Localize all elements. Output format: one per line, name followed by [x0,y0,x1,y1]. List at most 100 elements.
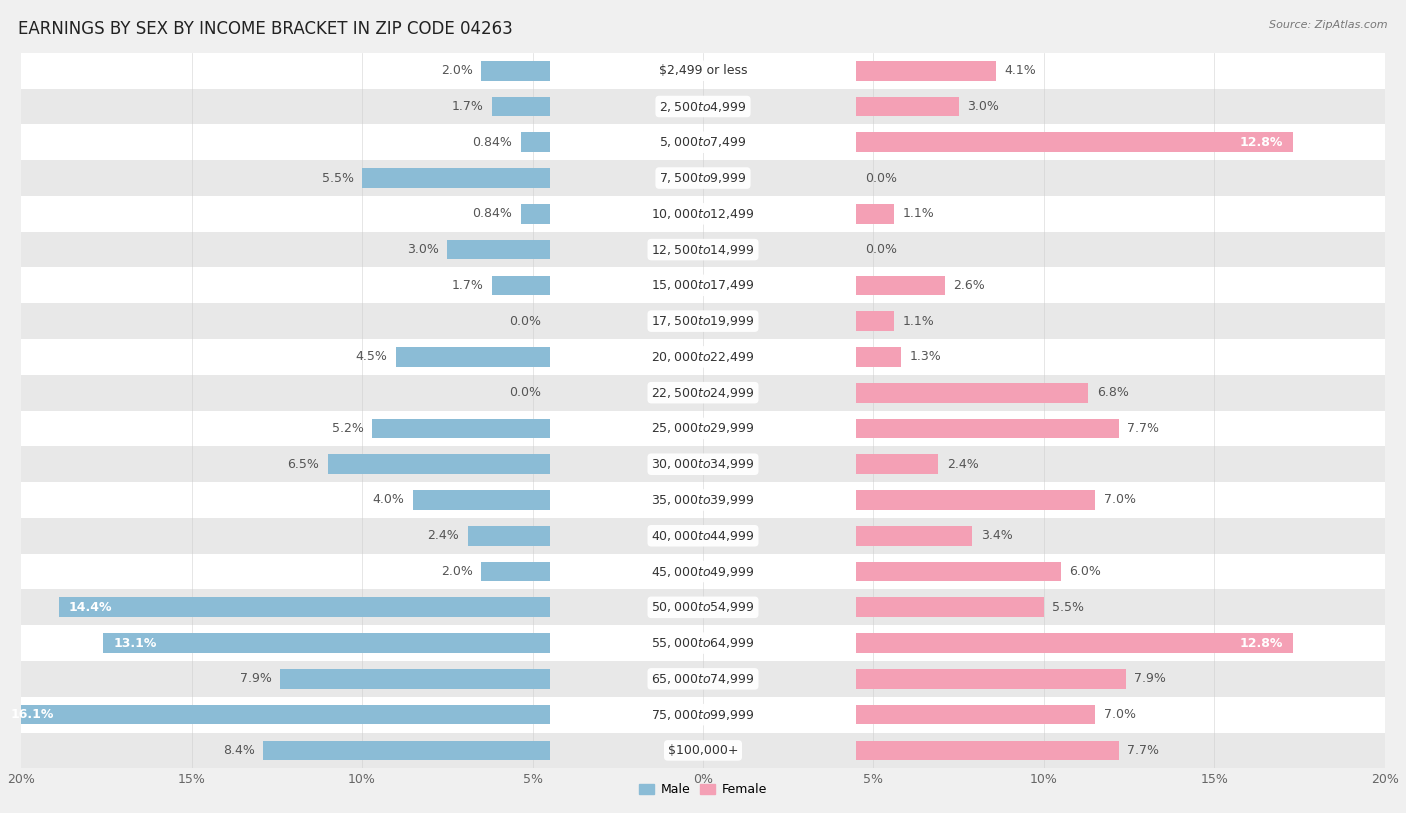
Text: 2.0%: 2.0% [441,64,472,77]
Text: 4.1%: 4.1% [1005,64,1036,77]
Text: 0.0%: 0.0% [865,172,897,185]
Text: 0.84%: 0.84% [472,136,512,149]
Bar [856,347,901,367]
Bar [21,697,1385,733]
Bar [21,518,1385,554]
Text: $75,000 to $99,999: $75,000 to $99,999 [651,707,755,722]
Text: 4.0%: 4.0% [373,493,405,506]
Bar [856,97,959,116]
Bar [59,598,550,617]
Text: 7.0%: 7.0% [1104,493,1136,506]
Text: 7.9%: 7.9% [240,672,271,685]
Bar [21,446,1385,482]
Bar [21,160,1385,196]
Bar [21,267,1385,303]
Bar [21,89,1385,124]
Text: 12.8%: 12.8% [1239,136,1282,149]
Bar [373,419,550,438]
Text: 12.8%: 12.8% [1239,637,1282,650]
Text: $65,000 to $74,999: $65,000 to $74,999 [651,672,755,686]
Bar [856,133,1294,152]
Bar [856,454,938,474]
Text: 6.5%: 6.5% [288,458,319,471]
Text: 4.5%: 4.5% [356,350,388,363]
Bar [856,741,1119,760]
Text: 2.4%: 2.4% [427,529,460,542]
Text: 13.1%: 13.1% [112,637,156,650]
Bar [856,311,894,331]
Bar [328,454,550,474]
Bar [21,232,1385,267]
Text: 7.0%: 7.0% [1104,708,1136,721]
Bar [522,133,550,152]
Text: $7,500 to $9,999: $7,500 to $9,999 [659,171,747,185]
Text: $2,500 to $4,999: $2,500 to $4,999 [659,99,747,114]
Text: 2.4%: 2.4% [946,458,979,471]
Bar [21,303,1385,339]
Text: $20,000 to $22,499: $20,000 to $22,499 [651,350,755,364]
Text: $55,000 to $64,999: $55,000 to $64,999 [651,636,755,650]
Bar [21,482,1385,518]
Bar [363,168,550,188]
Text: $100,000+: $100,000+ [668,744,738,757]
Bar [856,562,1062,581]
Text: $17,500 to $19,999: $17,500 to $19,999 [651,314,755,328]
Text: Source: ZipAtlas.com: Source: ZipAtlas.com [1270,20,1388,30]
Bar [468,526,550,546]
Bar [856,204,894,224]
Bar [413,490,550,510]
Bar [103,633,550,653]
Bar [856,526,973,546]
Bar [396,347,550,367]
Bar [492,276,550,295]
Text: $35,000 to $39,999: $35,000 to $39,999 [651,493,755,507]
Text: 0.0%: 0.0% [865,243,897,256]
Bar [21,53,1385,89]
Text: $40,000 to $44,999: $40,000 to $44,999 [651,528,755,543]
Text: $5,000 to $7,499: $5,000 to $7,499 [659,135,747,150]
Bar [447,240,550,259]
Bar [21,339,1385,375]
Text: 3.4%: 3.4% [981,529,1012,542]
Bar [21,589,1385,625]
Bar [21,196,1385,232]
Text: 1.1%: 1.1% [903,207,934,220]
Text: 14.4%: 14.4% [69,601,112,614]
Bar [481,562,550,581]
Bar [21,733,1385,768]
Text: 3.0%: 3.0% [967,100,1000,113]
Bar [856,383,1088,402]
Text: 0.0%: 0.0% [509,386,541,399]
Text: 1.7%: 1.7% [451,100,484,113]
Text: 0.84%: 0.84% [472,207,512,220]
Text: $22,500 to $24,999: $22,500 to $24,999 [651,385,755,400]
Bar [0,705,550,724]
Bar [481,61,550,80]
Text: 0.0%: 0.0% [509,315,541,328]
Bar [856,633,1294,653]
Bar [21,411,1385,446]
Bar [21,375,1385,411]
Bar [280,669,550,689]
Text: 7.9%: 7.9% [1135,672,1166,685]
Text: 5.2%: 5.2% [332,422,364,435]
Text: $45,000 to $49,999: $45,000 to $49,999 [651,564,755,579]
Text: 5.5%: 5.5% [1053,601,1084,614]
Bar [856,598,1045,617]
Bar [856,419,1119,438]
Text: 7.7%: 7.7% [1128,422,1160,435]
Text: $15,000 to $17,499: $15,000 to $17,499 [651,278,755,293]
Bar [21,554,1385,589]
Text: 1.3%: 1.3% [910,350,941,363]
Bar [263,741,550,760]
Bar [21,625,1385,661]
Bar [522,204,550,224]
Text: $2,499 or less: $2,499 or less [659,64,747,77]
Text: 16.1%: 16.1% [11,708,55,721]
Text: 2.6%: 2.6% [953,279,986,292]
Bar [492,97,550,116]
Text: 5.5%: 5.5% [322,172,353,185]
Text: 1.1%: 1.1% [903,315,934,328]
Text: $10,000 to $12,499: $10,000 to $12,499 [651,207,755,221]
Bar [21,124,1385,160]
